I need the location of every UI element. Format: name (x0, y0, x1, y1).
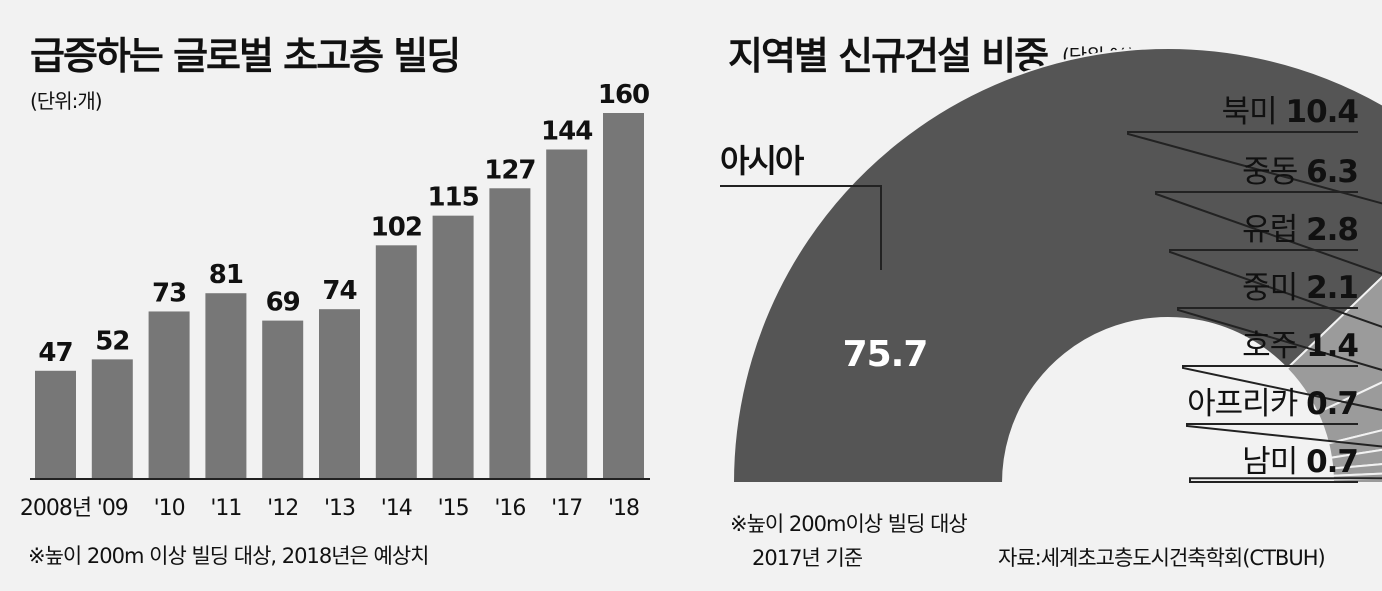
bar-value-label: 73 (152, 278, 186, 308)
bar-4 (262, 320, 304, 478)
pie-label-4: 중미 2.1 (1242, 270, 1358, 306)
pie-leader-line (1127, 131, 1382, 205)
pie-label-7: 남미 0.7 (1242, 444, 1358, 480)
bar-value-label: 144 (541, 117, 592, 147)
pie-value-asia: 75.7 (843, 334, 928, 375)
bar-chart-plot: 47 2008년 52 '09 73 '10 81 '11 69 '12 74 '13 102 '14 11… (20, 80, 650, 521)
bar-category-label: '18 (608, 496, 639, 521)
bar-value-label: 160 (598, 80, 649, 110)
bar-category-label: 2008년 (20, 496, 91, 521)
bar-value-label: 127 (484, 155, 535, 185)
pie-leader-line (1169, 249, 1382, 328)
bar-value-label: 52 (95, 326, 129, 356)
pie-label-2: 중동 6.3 (1242, 154, 1358, 190)
pie-slice-2 (1315, 381, 1382, 445)
pie-label-1: 북미 10.4 (1222, 94, 1359, 130)
pie-leader-line (1186, 423, 1382, 448)
pie-slice-1 (1285, 275, 1382, 415)
bar-1 (91, 359, 133, 478)
bar-value-label: 81 (209, 260, 243, 290)
bar-category-label: '16 (494, 496, 525, 521)
bar-category-label: '14 (381, 496, 412, 521)
bar-category-label: '10 (154, 496, 185, 521)
pie-leader-line (1182, 365, 1382, 412)
bar-9 (546, 149, 588, 478)
bar-3 (205, 293, 247, 478)
pie-leader-line (1177, 307, 1382, 371)
bar-0 (35, 370, 76, 478)
pie-chart-title: 지역별 신규건설 비중 (728, 34, 1049, 78)
pie-slice-0 (731, 47, 1382, 484)
bar-category-label: '15 (438, 496, 469, 521)
bar-10 (603, 113, 644, 478)
pie-chart-footnote-2: 2017년 기준 (752, 546, 863, 570)
bar-chart-panel: 급증하는 글로벌 초고층 빌딩 (단위:개) 47 2008년 52 '09 73 '10… (0, 0, 690, 591)
bar-7 (432, 215, 474, 478)
pie-label-asia: 아시아 (720, 142, 805, 180)
bar-6 (375, 245, 417, 478)
bar-value-label: 74 (322, 276, 356, 306)
bar-value-label: 69 (266, 288, 300, 318)
bar-category-label: '13 (324, 496, 355, 521)
bar-value-label: 115 (427, 183, 478, 213)
bar-category-label: '11 (210, 496, 241, 521)
bar-value-label: 102 (371, 212, 422, 242)
bar-category-label: '17 (551, 496, 582, 521)
bar-chart-title: 급증하는 글로벌 초고층 빌딩 (30, 34, 461, 78)
pie-chart-plot: 아시아 75.7 북미 10.4 중동 6.3 유럽 2.8 중미 2.1 호주 1.4 아프… (720, 47, 1382, 484)
pie-label-5: 호주 1.4 (1242, 328, 1358, 364)
pie-label-3: 유럽 2.8 (1242, 212, 1358, 248)
bar-chart-footnote: ※높이 200m 이상 빌딩 대상, 2018년은 예상치 (28, 544, 429, 568)
bar-category-label: '12 (267, 496, 298, 521)
bar-value-label: 47 (38, 338, 72, 368)
pie-leader-line (720, 185, 882, 270)
bar-8 (489, 188, 531, 478)
pie-leader-line (1155, 191, 1382, 275)
bar-2 (148, 311, 190, 478)
pie-leader-line (1189, 477, 1382, 483)
bar-chart-unit: (단위:개) (30, 89, 103, 113)
bar-5 (319, 309, 360, 478)
pie-chart-footnote-1: ※높이 200m이상 빌딩 대상 (730, 512, 968, 536)
pie-chart-source: 자료:세계초고층도시건축학회(CTBUH) (998, 546, 1326, 570)
pie-label-6: 아프리카 0.7 (1187, 386, 1358, 422)
bar-category-label: '09 (97, 496, 128, 521)
